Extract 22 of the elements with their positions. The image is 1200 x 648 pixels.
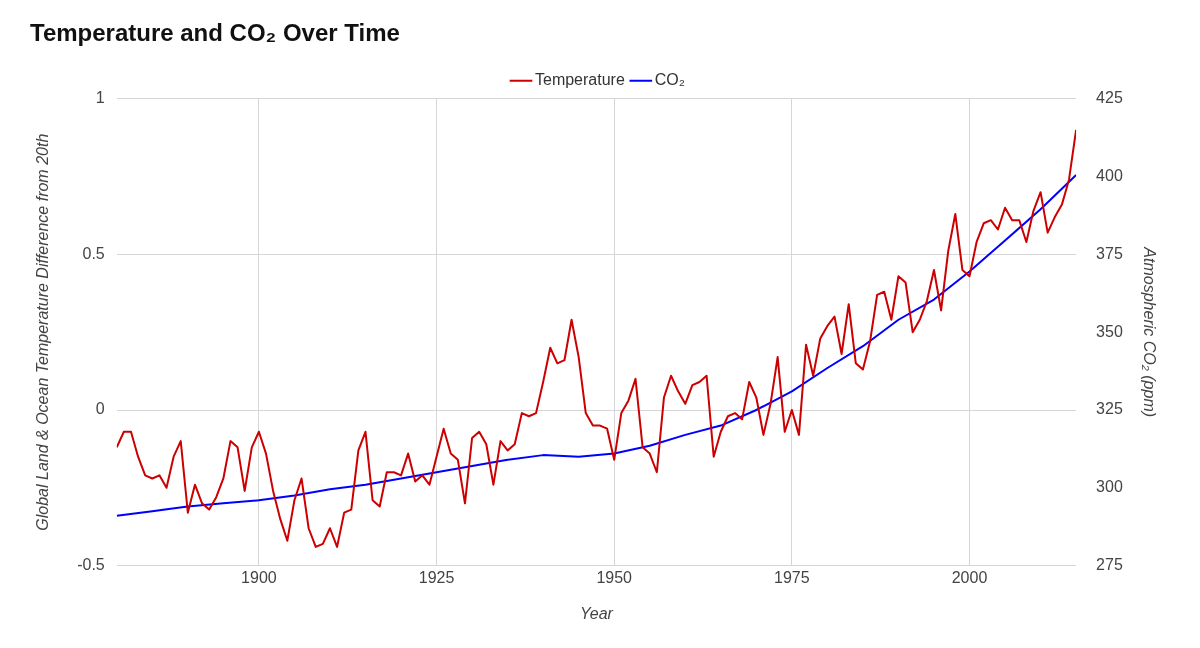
x-axis-title: Year: [579, 604, 614, 622]
x-tick-label: 1925: [418, 568, 455, 586]
y-tick-label: 0: [95, 400, 105, 418]
y-tick-label: -0.5: [77, 556, 105, 574]
y2-tick-label: 400: [1096, 167, 1123, 185]
y2-tick-label: 375: [1096, 244, 1123, 262]
y2-axis-title: Atmospheric CO₂ (ppm): [1140, 246, 1158, 418]
y-tick-label: 1: [95, 89, 105, 107]
y2-tick-label: 300: [1096, 478, 1123, 496]
legend-label: Temperature: [534, 71, 625, 89]
chart-title: Temperature and CO₂ Over Time: [30, 19, 400, 47]
x-tick-label: 1975: [774, 568, 810, 586]
x-tick-label: 1950: [596, 568, 633, 586]
y2-tick-label: 350: [1096, 322, 1123, 340]
x-tick-label: 2000: [951, 568, 988, 586]
y2-tick-label: 425: [1096, 89, 1123, 107]
y-tick-label: 0.5: [82, 244, 105, 262]
legend-label: CO₂: [654, 71, 686, 89]
y-axis-title: Global Land & Ocean Temperature Difference from 20th: [34, 133, 52, 531]
y2-tick-label: 325: [1096, 400, 1123, 418]
x-tick-label: 1900: [241, 568, 277, 586]
y2-tick-label: 275: [1096, 556, 1123, 574]
